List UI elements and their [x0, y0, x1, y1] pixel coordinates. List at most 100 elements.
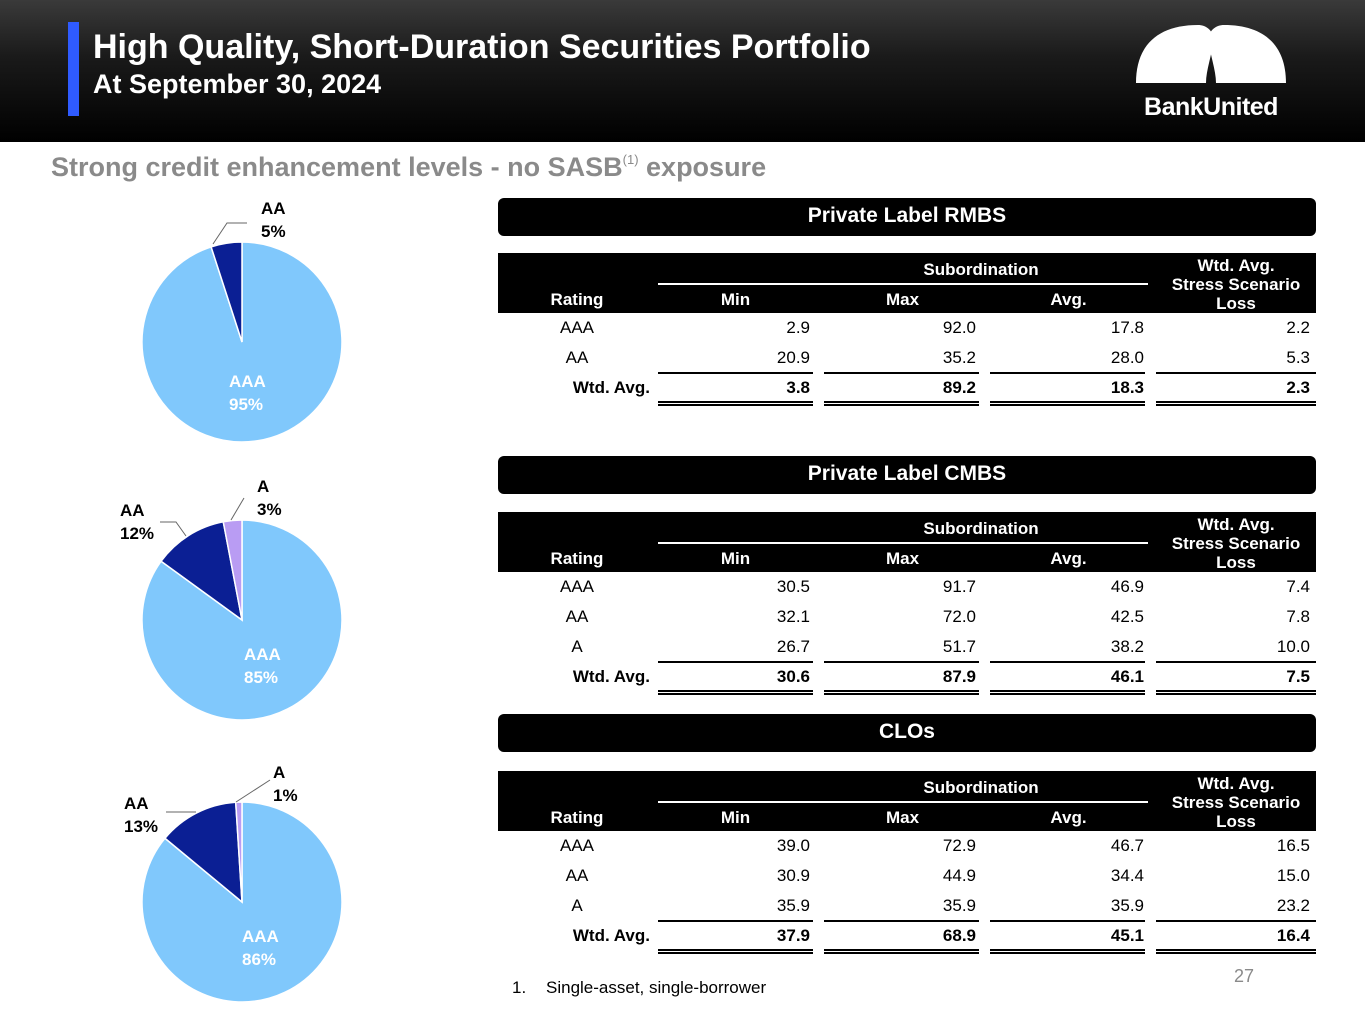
title-accent-bar	[68, 22, 79, 116]
cmbs-table: Subordination Rating Min Max Avg. Wtd. Avg. St…	[498, 512, 1316, 695]
total-top-rule	[658, 661, 813, 663]
header-stress-loss: Wtd. Avg. Stress Scenario Loss	[1156, 515, 1316, 572]
cell-max: 35.2	[942, 348, 976, 367]
pie-slice-aa	[163, 801, 243, 904]
pie-pct-a: 3%	[257, 500, 282, 519]
page-title: High Quality, Short-Duration Securities …	[93, 28, 871, 66]
pie-slice-aa	[160, 520, 244, 622]
cell-min: 30.5	[776, 577, 810, 596]
cell-loss: 2.3	[1286, 378, 1310, 397]
cell-rating: Wtd. Avg.	[572, 378, 650, 397]
cell-min: 3.8	[786, 378, 810, 397]
cell-max: 89.2	[942, 378, 976, 397]
pie-pct-a: 1%	[273, 786, 298, 805]
pie-label-aa: AA	[120, 501, 145, 520]
cell-avg: 38.2	[1110, 637, 1144, 656]
table-header: Subordination Rating Min Max Avg. Wtd. Avg. St…	[498, 253, 1316, 313]
rmbs-pie-chart: AA 5% AAA 95%	[141, 199, 343, 443]
table-row: AA 20.9 35.2 28.0 5.3	[498, 343, 1316, 373]
pie-label-aa: AA	[124, 794, 149, 813]
footnote-text: Single-asset, single-borrower	[546, 978, 767, 997]
cell-loss: 16.4	[1276, 926, 1310, 945]
pie-pct-aaa: 86%	[242, 950, 276, 969]
footnote-marker: (1)	[622, 152, 639, 167]
table-row: A 35.9 35.9 35.9 23.2	[498, 891, 1316, 921]
cell-max: 72.9	[942, 836, 976, 855]
cell-loss: 23.2	[1276, 896, 1310, 915]
cell-rating: AAA	[559, 577, 595, 596]
total-top-rule	[658, 920, 813, 922]
total-top-rule	[1156, 920, 1316, 922]
table-total-row: Wtd. Avg. 37.9 68.9 45.1 16.4	[498, 920, 1316, 954]
total-top-rule	[824, 661, 979, 663]
cell-min: 32.1	[776, 607, 810, 626]
footnote: 1. Single-asset, single-borrower	[512, 978, 766, 998]
header-rating: Rating	[550, 290, 604, 309]
cell-rating: Wtd. Avg.	[572, 926, 650, 945]
header-stress-loss-line: Stress Scenario	[1171, 793, 1301, 812]
table-row: AAA 30.5 91.7 46.9 7.4	[498, 572, 1316, 602]
cell-loss: 5.3	[1286, 348, 1310, 367]
pie-pct-aa: 12%	[120, 524, 154, 543]
cell-avg: 45.1	[1110, 926, 1144, 945]
table-row: AA 30.9 44.9 34.4 15.0	[498, 861, 1316, 891]
cell-max: 35.9	[942, 896, 976, 915]
table-total-row: Wtd. Avg. 30.6 87.9 46.1 7.5	[498, 661, 1316, 695]
clo-section-title: CLOs	[498, 714, 1316, 752]
pie-label-aaa: AAA	[242, 927, 279, 946]
total-top-rule	[990, 372, 1145, 374]
cell-min: 26.7	[776, 637, 810, 656]
subordination-label: Subordination	[923, 260, 1039, 279]
total-double-rule	[1156, 690, 1316, 695]
total-top-rule	[990, 661, 1145, 663]
cell-loss: 15.0	[1276, 866, 1310, 885]
total-double-rule	[824, 690, 979, 695]
tagline-text: Strong credit enhancement levels - no SA…	[51, 152, 623, 182]
total-double-rule	[990, 690, 1145, 695]
pie-label-a: A	[257, 477, 269, 496]
cell-loss: 16.5	[1276, 836, 1310, 855]
total-double-rule	[990, 949, 1145, 954]
cell-min: 39.0	[776, 836, 810, 855]
cmbs-section-title: Private Label CMBS	[498, 456, 1316, 494]
page-subtitle: At September 30, 2024	[93, 69, 382, 99]
cell-rating: Wtd. Avg.	[572, 667, 650, 686]
cell-max: 92.0	[942, 318, 976, 337]
total-double-rule	[1156, 401, 1316, 406]
cell-avg: 34.4	[1110, 866, 1144, 885]
cell-rating: AA	[565, 607, 589, 626]
cell-rating: AA	[565, 348, 589, 367]
cell-min: 30.6	[776, 667, 810, 686]
cell-max: 91.7	[942, 577, 976, 596]
table-row: AA 32.1 72.0 42.5 7.8	[498, 602, 1316, 632]
total-top-rule	[824, 372, 979, 374]
cell-loss: 7.4	[1286, 577, 1310, 596]
rmbs-section-title: Private Label RMBS	[498, 198, 1316, 236]
header-max: Max	[885, 808, 920, 827]
table-row: A 26.7 51.7 38.2 10.0	[498, 632, 1316, 662]
pie-label-aaa: AAA	[229, 372, 266, 391]
page-number: 27	[1234, 966, 1255, 986]
subordination-rule	[658, 801, 1148, 803]
cell-max: 44.9	[942, 866, 976, 885]
cell-avg: 28.0	[1110, 348, 1144, 367]
header-avg: Avg.	[1050, 549, 1087, 568]
cell-min: 20.9	[776, 348, 810, 367]
header-min: Min	[720, 549, 751, 568]
pie-label-aaa: AAA	[244, 645, 281, 664]
cell-avg: 46.1	[1110, 667, 1144, 686]
header-stress-loss: Wtd. Avg. Stress Scenario Loss	[1156, 256, 1316, 313]
header-min: Min	[720, 808, 751, 827]
pie-pct-aa: 5%	[261, 222, 286, 241]
cell-avg: 17.8	[1110, 318, 1144, 337]
total-double-rule	[658, 949, 813, 954]
header-stress-loss-line: Wtd. Avg.	[1197, 774, 1275, 793]
pie-slice-a	[234, 801, 243, 903]
total-double-rule	[824, 401, 979, 406]
cell-avg: 18.3	[1110, 378, 1144, 397]
total-top-rule	[658, 372, 813, 374]
total-double-rule	[658, 690, 813, 695]
pie-slice-aa	[210, 241, 243, 343]
cell-max: 87.9	[942, 667, 976, 686]
cell-loss: 10.0	[1276, 637, 1310, 656]
